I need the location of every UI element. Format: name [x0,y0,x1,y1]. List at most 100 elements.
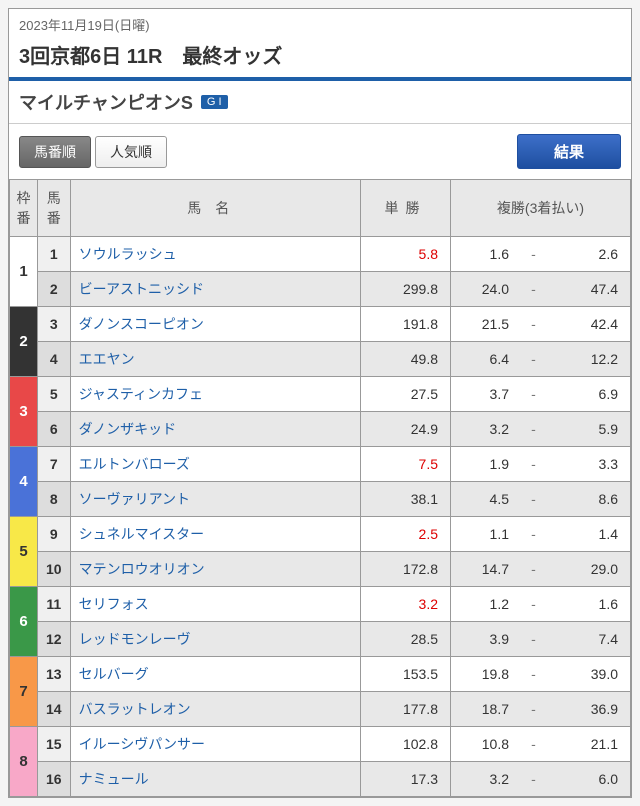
place-odds-cell: 10.8-21.1 [451,727,631,762]
win-odds-cell: 191.8 [361,307,451,342]
table-row: 12レッドモンレーヴ28.53.9-7.4 [10,622,631,657]
place-separator: - [524,316,544,332]
col-name: 馬名 [70,180,360,237]
place-separator: - [524,456,544,472]
place-low: 14.7 [459,561,509,577]
place-high: 6.9 [558,386,618,402]
place-separator: - [524,701,544,717]
win-odds-cell: 28.5 [361,622,451,657]
table-row: 8ソーヴァリアント38.14.5-8.6 [10,482,631,517]
sort-tabs: 馬番順 人気順 [19,136,167,168]
place-low: 1.9 [459,456,509,472]
horse-name-cell[interactable]: ジャスティンカフェ [70,377,360,412]
place-high: 36.9 [558,701,618,717]
table-row: 59シュネルマイスター2.51.1-1.4 [10,517,631,552]
tab-popularity[interactable]: 人気順 [95,136,167,168]
horse-number-cell: 9 [38,517,71,552]
place-low: 3.2 [459,421,509,437]
horse-name-cell[interactable]: ソウルラッシュ [70,237,360,272]
place-odds-cell: 19.8-39.0 [451,657,631,692]
horse-number-cell: 14 [38,692,71,727]
place-separator: - [524,736,544,752]
table-row: 11ソウルラッシュ5.81.6-2.6 [10,237,631,272]
place-separator: - [524,246,544,262]
waku-cell: 7 [10,657,38,727]
win-odds-cell: 177.8 [361,692,451,727]
table-row: 14バスラットレオン177.8 18.7-36.9 [10,692,631,727]
odds-table: 枠番 馬番 馬名 単勝 複勝(3着払い) 11ソウルラッシュ5.81.6-2.6… [9,179,631,797]
place-odds-cell: 3.2-6.0 [451,762,631,797]
waku-cell: 2 [10,307,38,377]
horse-name-cell[interactable]: マテンロウオリオン [70,552,360,587]
place-high: 29.0 [558,561,618,577]
place-odds-cell: 1.1-1.4 [451,517,631,552]
horse-name-cell[interactable]: エエヤン [70,342,360,377]
horse-number-cell: 7 [38,447,71,482]
horse-name-cell[interactable]: イルーシヴパンサー [70,727,360,762]
horse-name-cell[interactable]: ソーヴァリアント [70,482,360,517]
grade-badge: G I [201,95,228,109]
place-odds-cell: 1.9-3.3 [451,447,631,482]
place-odds-cell: 21.5-42.4 [451,307,631,342]
horse-number-cell: 10 [38,552,71,587]
horse-name-cell[interactable]: ダノンザキッド [70,412,360,447]
win-odds-cell: 49.8 [361,342,451,377]
win-odds-cell: 3.2 [361,587,451,622]
col-waku: 枠番 [10,180,38,237]
horse-name-cell[interactable]: エルトンバローズ [70,447,360,482]
horse-name-cell[interactable]: バスラットレオン [70,692,360,727]
place-high: 3.3 [558,456,618,472]
results-button[interactable]: 結果 [517,134,621,169]
win-odds-cell: 5.8 [361,237,451,272]
place-odds-cell: 14.7-29.0 [451,552,631,587]
place-separator: - [524,771,544,787]
horse-number-cell: 16 [38,762,71,797]
table-row: 47エルトンバローズ7.51.9-3.3 [10,447,631,482]
table-row: 23ダノンスコーピオン191.821.5-42.4 [10,307,631,342]
table-row: 611セリフォス3.21.2-1.6 [10,587,631,622]
place-low: 3.2 [459,771,509,787]
place-separator: - [524,386,544,402]
win-odds-cell: 102.8 [361,727,451,762]
place-separator: - [524,281,544,297]
place-separator: - [524,421,544,437]
col-win: 単勝 [361,180,451,237]
horse-name-cell[interactable]: ナミュール [70,762,360,797]
win-odds-cell: 7.5 [361,447,451,482]
horse-number-cell: 6 [38,412,71,447]
place-separator: - [524,351,544,367]
horse-name-cell[interactable]: ダノンスコーピオン [70,307,360,342]
horse-name-cell[interactable]: レッドモンレーヴ [70,622,360,657]
horse-name-cell[interactable]: シュネルマイスター [70,517,360,552]
place-low: 3.9 [459,631,509,647]
place-odds-cell: 6.4-12.2 [451,342,631,377]
place-low: 6.4 [459,351,509,367]
place-low: 18.7 [459,701,509,717]
waku-cell: 8 [10,727,38,797]
waku-cell: 5 [10,517,38,587]
col-uma: 馬番 [38,180,71,237]
place-separator: - [524,631,544,647]
place-odds-cell: 3.2-5.9 [451,412,631,447]
place-odds-cell: 24.0-47.4 [451,272,631,307]
table-row: 6ダノンザキッド24.93.2-5.9 [10,412,631,447]
place-low: 19.8 [459,666,509,682]
date-text: 2023年11月19日(日曜) [9,9,631,40]
place-low: 1.6 [459,246,509,262]
place-high: 1.4 [558,526,618,542]
horse-number-cell: 3 [38,307,71,342]
table-row: 16ナミュール17.33.2-6.0 [10,762,631,797]
tab-horse-number[interactable]: 馬番順 [19,136,91,168]
horse-name-cell[interactable]: セルバーグ [70,657,360,692]
horse-name-cell[interactable]: セリフォス [70,587,360,622]
place-low: 1.1 [459,526,509,542]
win-odds-cell: 172.8 [361,552,451,587]
place-separator: - [524,596,544,612]
place-separator: - [524,491,544,507]
horse-name-cell[interactable]: ビーアストニッシド [70,272,360,307]
col-place: 複勝(3着払い) [451,180,631,237]
horse-number-cell: 2 [38,272,71,307]
place-odds-cell: 3.9-7.4 [451,622,631,657]
place-high: 2.6 [558,246,618,262]
place-high: 7.4 [558,631,618,647]
